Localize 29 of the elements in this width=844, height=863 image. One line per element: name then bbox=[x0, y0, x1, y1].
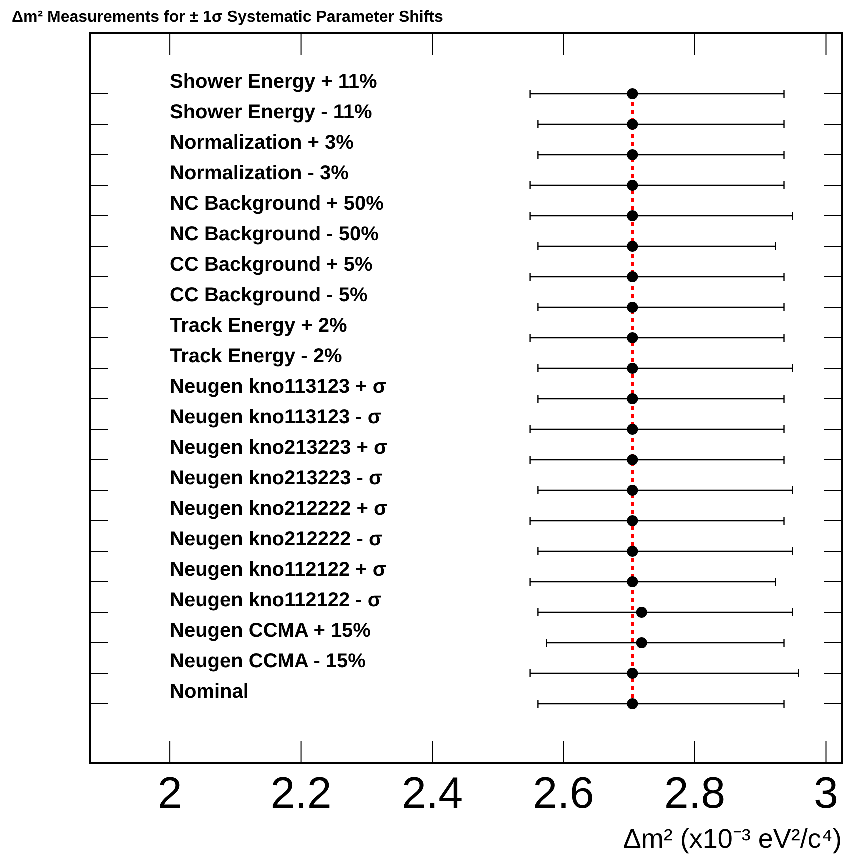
y-tick-label: CC Background - 5% bbox=[170, 284, 368, 306]
y-tick-label: Neugen kno212222 - σ bbox=[170, 528, 383, 550]
y-tick-label: Neugen kno212222 + σ bbox=[170, 498, 388, 520]
y-tick-label: Neugen CCMA + 15% bbox=[170, 620, 372, 642]
y-tick-label: Neugen kno113123 - σ bbox=[170, 406, 382, 428]
x-axis-title: Δm² (x10⁻³ eV²/c⁴) bbox=[623, 824, 842, 854]
x-tick-label: 3 bbox=[814, 769, 838, 818]
y-tick-label: Neugen kno112122 + σ bbox=[170, 559, 387, 581]
y-tick-label: Neugen kno112122 - σ bbox=[170, 590, 382, 612]
y-tick-label: NC Background - 50% bbox=[170, 224, 380, 246]
y-tick-label: Track Energy + 2% bbox=[170, 315, 348, 337]
y-tick-label: Neugen kno213223 - σ bbox=[170, 468, 383, 490]
y-tick-label: Normalization - 3% bbox=[170, 162, 350, 184]
y-tick-label: Neugen kno213223 + σ bbox=[170, 437, 388, 459]
y-tick-label: Nominal bbox=[170, 681, 249, 703]
y-tick-label: Neugen CCMA - 15% bbox=[170, 650, 366, 672]
y-tick-label: Normalization + 3% bbox=[170, 132, 354, 154]
x-tick-label: 2 bbox=[158, 769, 182, 818]
y-tick-label: Shower Energy + 11% bbox=[170, 71, 378, 93]
y-tick-label: Neugen kno113123 + σ bbox=[170, 376, 387, 398]
x-tick-label: 2.8 bbox=[664, 769, 726, 818]
y-tick-label: CC Background + 5% bbox=[170, 254, 374, 276]
chart-title: Δm² Measurements for ± 1σ Systematic Parameter Shifts bbox=[12, 9, 444, 26]
y-tick-label: NC Background + 50% bbox=[170, 193, 384, 215]
y-tick-label: Track Energy - 2% bbox=[170, 346, 343, 368]
x-tick-label: 2.4 bbox=[402, 769, 464, 818]
y-tick-label: Shower Energy - 11% bbox=[170, 102, 373, 124]
x-tick-label: 2.2 bbox=[270, 769, 332, 818]
x-tick-label: 2.6 bbox=[533, 769, 594, 818]
